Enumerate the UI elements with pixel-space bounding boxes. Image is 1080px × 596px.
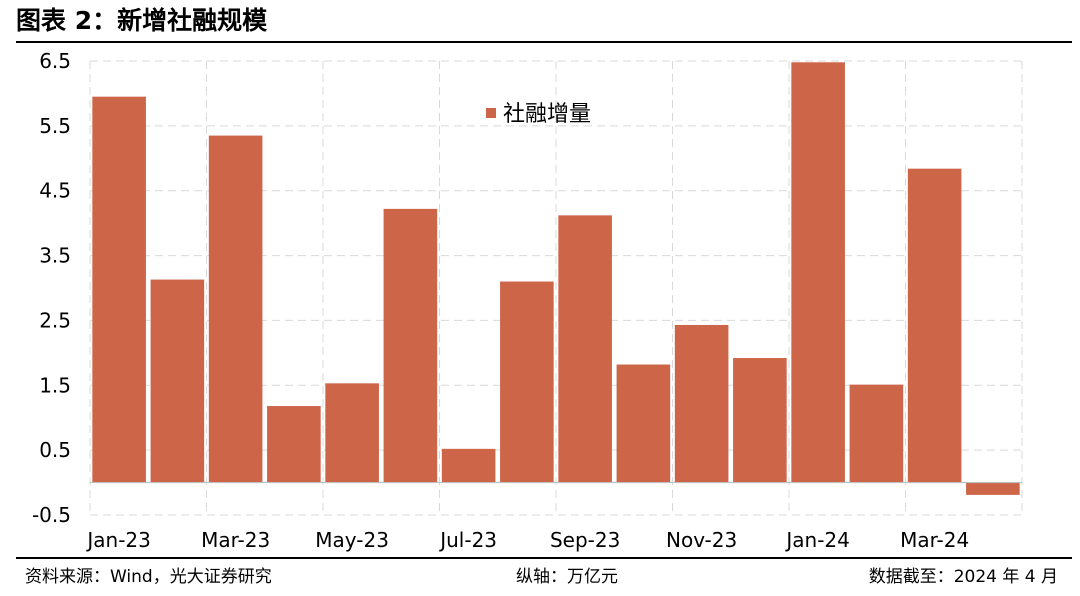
- x-tick-label: May-23: [315, 528, 389, 552]
- x-axis: Jan-23 Mar-23 May-23 Jul-23 Sep-23 Nov-23 Jan-…: [85, 481, 1022, 552]
- bar-jun-23: [383, 208, 438, 483]
- bar-mar-24: [907, 168, 962, 483]
- x-tick-label: Jan-24: [784, 528, 850, 552]
- source-note: 资料来源：Wind，光大证券研究: [25, 567, 272, 587]
- y-tick-label: 3.5: [39, 244, 71, 268]
- grid-lines: [89, 60, 1023, 516]
- x-tick-label: Sep-23: [550, 528, 620, 552]
- bar-feb-24: [849, 384, 904, 483]
- legend: 社融增量: [486, 102, 591, 127]
- bar-apr-23: [267, 406, 321, 483]
- bar-may-23: [325, 383, 379, 483]
- footer-divider: [16, 557, 1072, 559]
- bar-nov-23: [674, 324, 729, 483]
- date-note: 数据截至：2024 年 4 月: [868, 567, 1058, 587]
- bar-feb-23: [150, 279, 205, 483]
- bar-dec-23: [733, 358, 787, 483]
- unit-note: 纵轴：万亿元: [516, 567, 618, 587]
- y-tick-label: 0.5: [39, 438, 71, 462]
- y-tick-label: 5.5: [39, 114, 71, 138]
- bar-jan-24: [791, 62, 845, 483]
- y-axis: -0.5 0.5 1.5 2.5 3.5 4.5 5.5 6.5: [32, 49, 71, 527]
- y-tick-label: 6.5: [39, 49, 71, 73]
- bar-jul-23: [441, 448, 496, 483]
- x-tick-label: Nov-23: [666, 528, 737, 552]
- legend-swatch: [486, 108, 496, 118]
- chart-title: 图表 2：新增社融规模: [16, 6, 268, 35]
- x-tick-label: Mar-24: [900, 528, 969, 552]
- x-tick-label: Mar-23: [201, 528, 270, 552]
- bar-chart: -0.5 0.5 1.5 2.5 3.5 4.5 5.5 6.5 Jan-23 Mar-23 Ma…: [32, 49, 1023, 552]
- y-tick-label: -0.5: [32, 503, 71, 527]
- bar-oct-23: [616, 364, 671, 483]
- bar-jan-23: [92, 96, 146, 483]
- bars: [92, 62, 1020, 495]
- x-tick-label: Jul-23: [438, 528, 497, 552]
- bar-aug-23: [500, 281, 554, 483]
- x-tick-label: Jan-23: [85, 528, 151, 552]
- title-divider: [16, 41, 1072, 43]
- legend-label: 社融增量: [503, 102, 591, 127]
- bar-mar-23: [208, 135, 263, 483]
- bar-apr-24: [966, 482, 1020, 495]
- y-tick-label: 4.5: [39, 179, 71, 203]
- y-tick-label: 1.5: [39, 373, 71, 397]
- y-tick-label: 2.5: [39, 308, 71, 332]
- bar-sep-23: [558, 215, 612, 483]
